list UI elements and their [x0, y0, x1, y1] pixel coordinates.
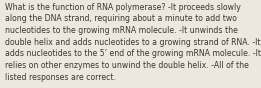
- Text: What is the function of RNA polymerase? -It proceeds slowly
along the DNA strand: What is the function of RNA polymerase? …: [5, 3, 261, 82]
